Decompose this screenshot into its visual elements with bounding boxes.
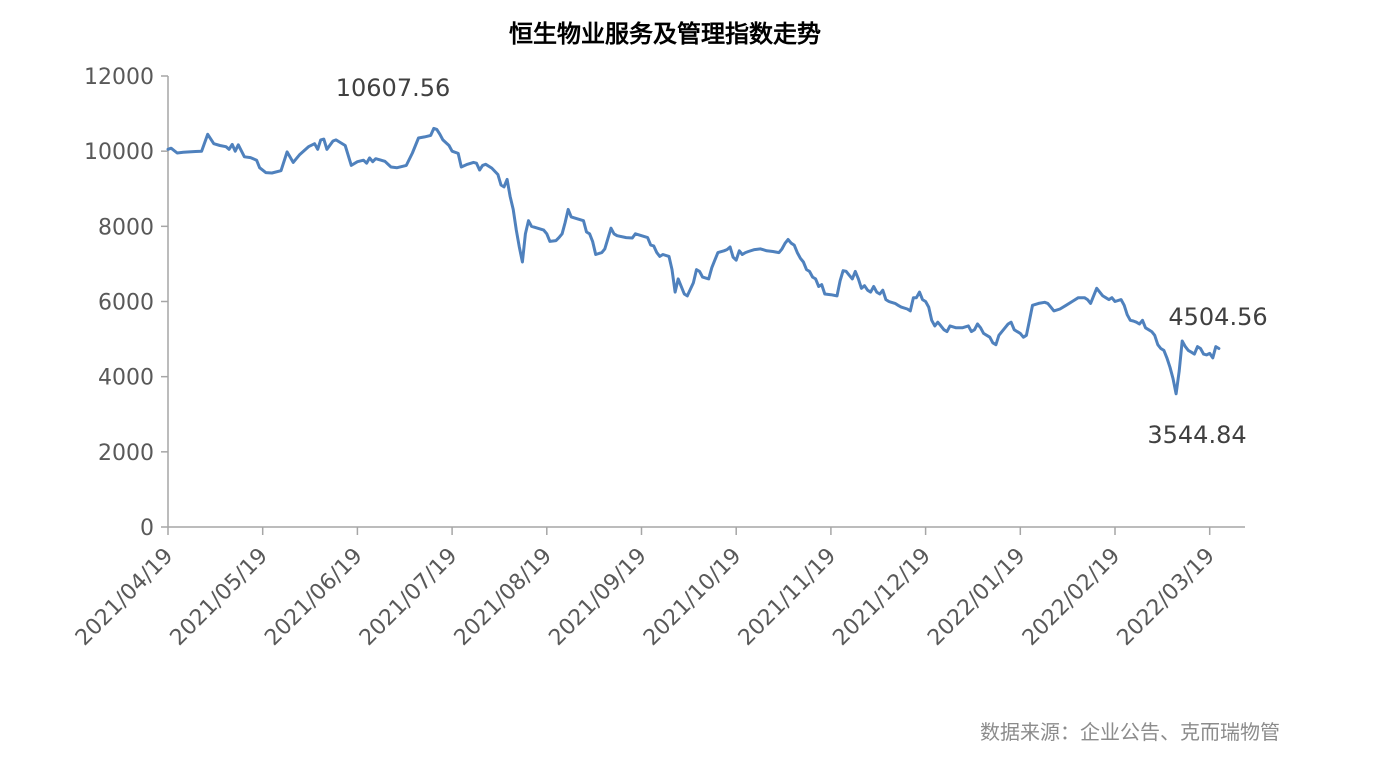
annotation-max: 10607.56 bbox=[336, 74, 451, 102]
x-tick-label: 2021/08/19 bbox=[450, 544, 557, 651]
source-note: 数据来源：企业公告、克而瑞物管 bbox=[980, 720, 1280, 744]
x-tick-label: 2021/10/19 bbox=[639, 544, 746, 651]
series-line bbox=[166, 126, 1221, 396]
x-tick-label: 2021/12/19 bbox=[828, 544, 935, 651]
y-axis: 0 2000 4000 6000 8000 10000 12000 bbox=[84, 65, 169, 541]
y-tick-label: 10000 bbox=[84, 140, 154, 165]
y-tick-label: 2000 bbox=[98, 441, 154, 466]
x-tick-label: 2022/01/19 bbox=[923, 544, 1030, 651]
x-tick-label: 2021/07/19 bbox=[355, 544, 462, 651]
y-tick-label: 6000 bbox=[98, 291, 154, 316]
annotation-min: 3544.84 bbox=[1147, 421, 1246, 449]
y-tick-label: 0 bbox=[140, 516, 154, 541]
x-tick-label: 2021/05/19 bbox=[166, 544, 273, 651]
x-tick-label: 2021/11/19 bbox=[734, 544, 841, 651]
x-tick-label: 2021/09/19 bbox=[544, 544, 651, 651]
x-tick-label: 2022/02/19 bbox=[1018, 544, 1125, 651]
x-tick-label: 2021/06/19 bbox=[260, 544, 367, 651]
x-tick-label: 2021/04/19 bbox=[71, 544, 178, 651]
y-tick-label: 12000 bbox=[84, 65, 154, 90]
x-axis: 2021/04/192021/05/192021/06/192021/07/19… bbox=[71, 526, 1245, 651]
y-tick-label: 4000 bbox=[98, 366, 154, 391]
annotation-last: 4504.56 bbox=[1168, 303, 1267, 331]
chart-title: 恒生物业服务及管理指数走势 bbox=[509, 20, 821, 48]
y-tick-label: 8000 bbox=[98, 215, 154, 240]
x-tick-label: 2022/03/19 bbox=[1113, 544, 1220, 651]
